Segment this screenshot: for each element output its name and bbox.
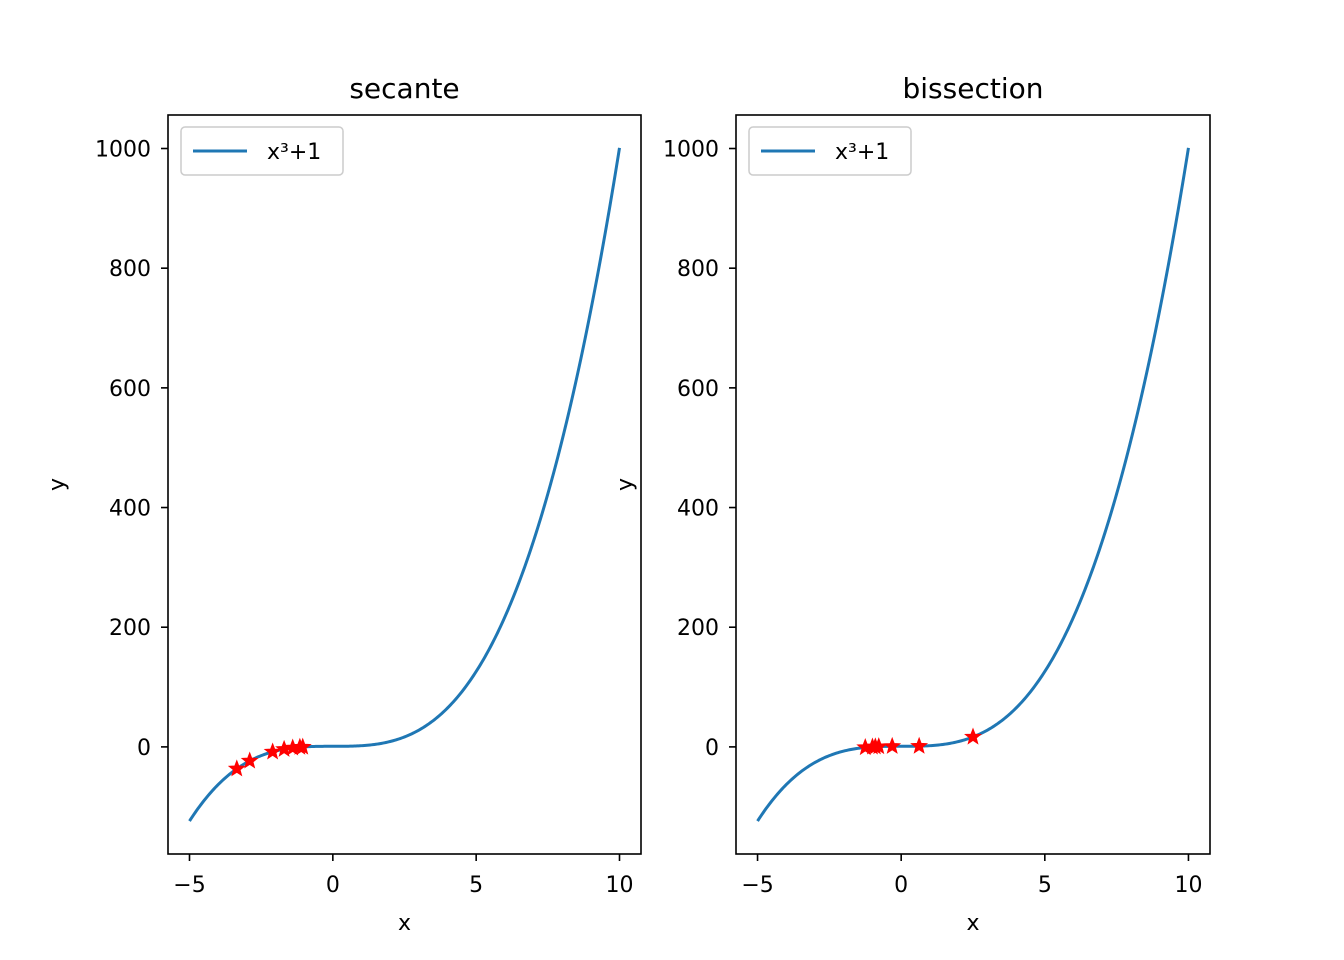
x-tick-label: 10 bbox=[1174, 873, 1202, 898]
chart-title: secante bbox=[349, 72, 459, 105]
y-tick-label: 600 bbox=[109, 377, 151, 402]
x-tick-label: 5 bbox=[469, 873, 483, 898]
y-tick-label: 200 bbox=[677, 616, 719, 641]
star-marker bbox=[227, 759, 246, 777]
legend-box bbox=[180, 126, 344, 176]
subplot-secante: secante −5 0 5 10 0 200 400 600 800 1000 x y x³+1 bbox=[45, 72, 642, 936]
x-tick-label: 0 bbox=[326, 873, 340, 898]
y-axis-label: y bbox=[45, 478, 70, 491]
chart-title: bissection bbox=[903, 72, 1044, 105]
x-axis-label: x bbox=[966, 911, 979, 936]
x-tick-label: 5 bbox=[1038, 873, 1052, 898]
star-marker bbox=[293, 737, 312, 755]
legend-entry: x³+1 bbox=[835, 140, 889, 165]
y-tick-label: 400 bbox=[677, 497, 719, 522]
axes-frame bbox=[167, 114, 642, 855]
x-tick-label: −5 bbox=[741, 873, 773, 898]
y-tick-label: 600 bbox=[677, 377, 719, 402]
star-marker bbox=[240, 751, 259, 769]
y-tick-label: 200 bbox=[109, 616, 151, 641]
series-line bbox=[188, 147, 621, 822]
y-axis-label: y bbox=[613, 478, 638, 491]
y-tick-label: 800 bbox=[109, 257, 151, 282]
axes-frame bbox=[735, 114, 1211, 855]
x-tick-label: 0 bbox=[894, 873, 908, 898]
legend-entry: x³+1 bbox=[267, 140, 321, 165]
y-tick-label: 1000 bbox=[663, 138, 719, 163]
y-tick-label: 800 bbox=[677, 257, 719, 282]
y-tick-label: 0 bbox=[705, 736, 719, 761]
legend: x³+1 bbox=[748, 126, 912, 176]
star-marker bbox=[866, 737, 885, 755]
legend: x³+1 bbox=[180, 126, 344, 176]
y-tick-label: 400 bbox=[109, 497, 151, 522]
star-marker bbox=[910, 736, 929, 754]
x-axis-label: x bbox=[398, 911, 411, 936]
x-tick-label: −5 bbox=[173, 873, 205, 898]
x-tick-label: 10 bbox=[606, 873, 634, 898]
y-tick-label: 0 bbox=[137, 736, 151, 761]
star-marker bbox=[964, 727, 982, 745]
star-marker bbox=[263, 742, 282, 760]
y-tick-label: 1000 bbox=[95, 138, 151, 163]
subplot-bissection: bissection −5 0 5 10 0 200 400 600 800 1000 x y x³+1 bbox=[613, 72, 1211, 936]
legend-box bbox=[748, 126, 912, 176]
